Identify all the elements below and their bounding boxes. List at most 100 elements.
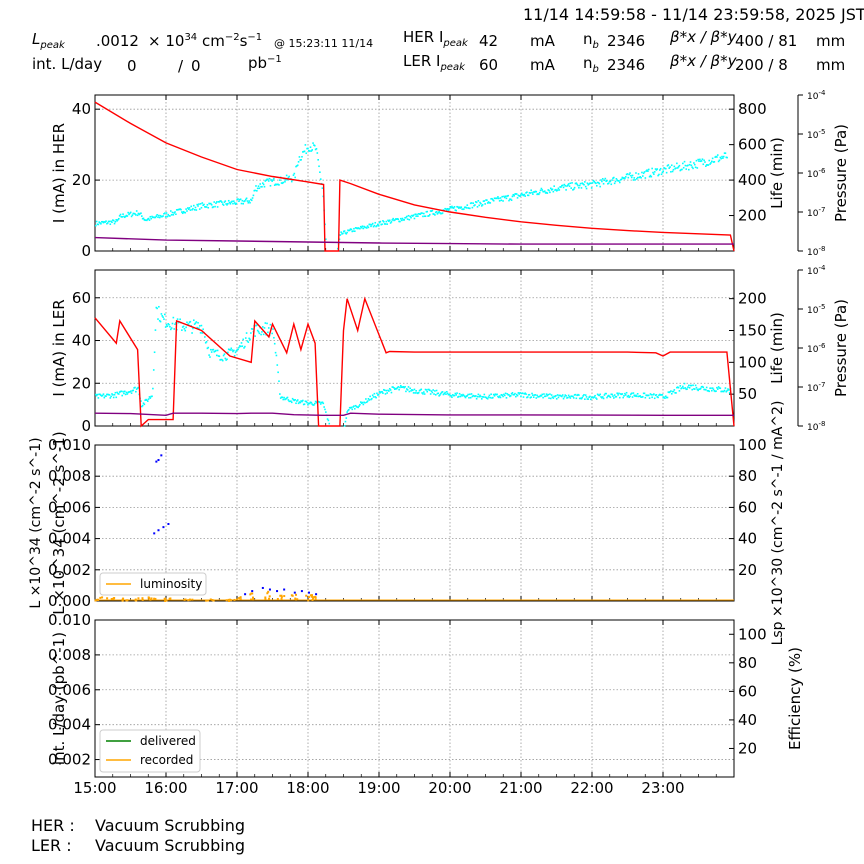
current-point: [514, 392, 516, 395]
her-nb-value: 2346: [607, 32, 646, 50]
ler-peak-value: 60: [479, 56, 499, 74]
current-point: [182, 325, 185, 328]
current-point: [542, 190, 544, 193]
current-point: [284, 180, 286, 183]
current-point: [403, 386, 406, 389]
current-point: [670, 171, 672, 173]
current-point: [135, 390, 137, 393]
current-point: [633, 394, 636, 397]
current-point: [681, 168, 683, 171]
current-point: [228, 348, 231, 351]
y-tick-label: 0.008: [48, 646, 91, 664]
current-point: [210, 348, 212, 351]
current-point: [245, 197, 248, 200]
current-point: [607, 394, 610, 397]
current-point: [112, 396, 115, 399]
current-point: [286, 396, 289, 399]
current-point: [544, 395, 547, 397]
current-point: [494, 197, 497, 200]
current-point: [657, 396, 659, 399]
current-point: [555, 398, 558, 400]
current-point: [682, 166, 685, 169]
current-point: [492, 393, 495, 396]
current-point: [182, 210, 185, 213]
current-point: [110, 395, 112, 398]
luminosity-point: [101, 596, 104, 599]
luminosity-point: [148, 597, 151, 600]
current-point: [491, 197, 493, 200]
current-point: [635, 394, 637, 397]
current-point: [660, 394, 663, 396]
current-point: [609, 396, 612, 399]
current-point: [175, 213, 177, 216]
current-point: [671, 390, 674, 393]
current-point: [440, 392, 442, 395]
current-point: [538, 395, 540, 398]
current-point: [439, 394, 441, 396]
current-point: [345, 232, 348, 235]
current-point: [474, 201, 477, 203]
current-point: [267, 331, 269, 334]
current-point: [174, 323, 176, 325]
current-point: [473, 395, 475, 397]
current-point: [409, 387, 411, 390]
current-point: [429, 393, 432, 395]
current-point: [211, 206, 214, 209]
current-point: [496, 197, 498, 200]
specific-lumi-point: [283, 588, 286, 591]
current-point: [537, 193, 539, 195]
current-point: [99, 393, 101, 396]
current-point: [529, 192, 532, 194]
current-point: [436, 392, 439, 395]
current-point: [169, 325, 171, 328]
current-point: [298, 156, 301, 158]
current-point: [406, 218, 409, 220]
current-point: [150, 217, 152, 220]
current-point: [630, 393, 632, 396]
current-point: [512, 393, 515, 396]
current-point: [578, 394, 580, 396]
current-point: [261, 331, 263, 333]
current-point: [434, 390, 436, 392]
current-point: [457, 395, 460, 398]
current-point: [109, 397, 112, 399]
current-point: [118, 391, 121, 393]
current-point: [486, 397, 488, 400]
current-point: [625, 391, 628, 394]
current-point: [602, 182, 605, 185]
current-point: [197, 205, 199, 207]
current-point: [225, 203, 227, 205]
current-point: [378, 221, 381, 224]
current-point: [387, 389, 389, 392]
current-point: [411, 215, 414, 217]
current-point: [275, 183, 278, 186]
current-point: [124, 393, 127, 396]
current-point: [541, 189, 544, 191]
current-point: [145, 219, 147, 221]
current-point: [566, 185, 568, 187]
current-point: [105, 220, 107, 222]
current-point: [326, 418, 329, 420]
current-point: [169, 215, 171, 217]
current-point: [109, 223, 112, 226]
current-point: [355, 227, 358, 229]
luminosity-point: [106, 597, 109, 600]
current-point: [117, 218, 119, 221]
current-point: [721, 155, 723, 158]
current-point: [639, 395, 642, 397]
current-point: [595, 184, 598, 187]
ler-status-label: LER :: [31, 836, 72, 855]
current-point: [526, 396, 528, 399]
current-point: [327, 419, 330, 422]
current-point: [136, 387, 139, 389]
her-beta-label: β*x / β*y: [670, 28, 737, 46]
current-point: [567, 184, 569, 187]
current-point: [573, 394, 576, 396]
current-point: [267, 327, 270, 329]
current-point: [255, 185, 257, 187]
current-point: [514, 193, 516, 195]
current-point: [218, 201, 221, 203]
current-point: [675, 167, 677, 169]
luminosity-point: [206, 599, 209, 602]
current-point: [607, 182, 609, 185]
